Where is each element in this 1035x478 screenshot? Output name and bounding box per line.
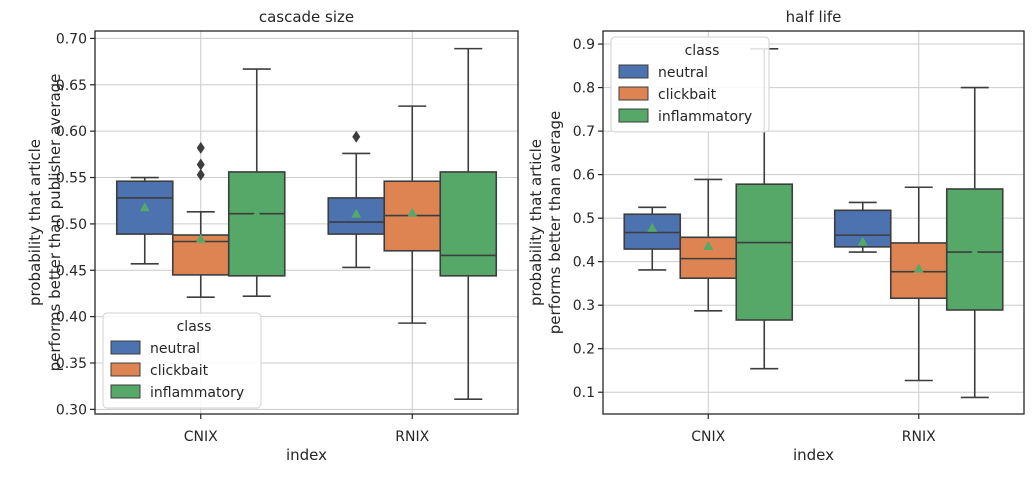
y-tick-label: 0.65 bbox=[56, 78, 87, 94]
legend-label: inflammatory bbox=[150, 385, 244, 401]
x-tick-label: CNIX bbox=[184, 429, 218, 445]
chart-title: cascade size bbox=[259, 8, 354, 26]
box-inflammatory-CNIX bbox=[227, 68, 286, 298]
x-axis-label: index bbox=[286, 446, 327, 464]
legend-frame bbox=[102, 312, 262, 409]
box-neutral-RNIX bbox=[327, 130, 386, 269]
legend-swatch bbox=[618, 108, 649, 123]
legend-swatch bbox=[618, 86, 649, 101]
box-body bbox=[439, 171, 498, 277]
legend: class neutral clickbait inflammatory bbox=[102, 312, 262, 409]
box-inflammatory-RNIX bbox=[439, 47, 498, 400]
mean-marker bbox=[647, 222, 658, 232]
plot-frame bbox=[602, 30, 1025, 415]
mean-marker bbox=[913, 263, 924, 273]
y-axis-label: probability that article bbox=[26, 139, 44, 306]
legend-label: neutral bbox=[658, 65, 708, 81]
y-tick-label: 0.35 bbox=[56, 356, 87, 372]
y-tick-label: 0.45 bbox=[56, 263, 87, 279]
legend-frame bbox=[610, 36, 770, 133]
box-body bbox=[735, 183, 794, 321]
y-tick-label: 0.8 bbox=[573, 81, 595, 97]
legend-label: neutral bbox=[150, 341, 200, 357]
legend-swatch bbox=[110, 384, 141, 399]
legend: class neutral clickbait inflammatory bbox=[610, 36, 770, 133]
y-tick-label: 0.3 bbox=[573, 298, 595, 314]
legend-label: inflammatory bbox=[658, 109, 752, 125]
box-inflammatory-RNIX bbox=[945, 86, 1004, 399]
y-tick-label: 0.1 bbox=[573, 385, 595, 401]
mean-marker bbox=[251, 208, 262, 218]
y-tick-label: 0.60 bbox=[56, 124, 87, 140]
mean-marker bbox=[759, 229, 770, 239]
legend-title: class bbox=[177, 319, 212, 335]
box-neutral-CNIX bbox=[115, 176, 174, 265]
mean-marker bbox=[195, 233, 206, 243]
y-axis-label: probability that article bbox=[527, 139, 545, 306]
x-axis-label: index bbox=[793, 446, 834, 464]
mean-marker bbox=[351, 208, 362, 218]
mean-marker bbox=[857, 236, 868, 246]
mean-marker bbox=[703, 241, 714, 251]
y-tick-label: 0.5 bbox=[573, 211, 595, 227]
y-tick-label: 0.50 bbox=[56, 217, 87, 233]
box-body bbox=[227, 171, 286, 277]
box-neutral-CNIX bbox=[623, 206, 682, 271]
legend-swatch bbox=[618, 64, 649, 79]
y-tick-label: 0.55 bbox=[56, 171, 87, 187]
legend-swatch bbox=[110, 340, 141, 355]
flier-point bbox=[352, 130, 361, 143]
box-neutral-RNIX bbox=[833, 201, 892, 253]
flier-point bbox=[196, 168, 205, 181]
legend-swatch bbox=[110, 362, 141, 377]
panel-1: 0.30 0.35 0.40 0.45 0.50 0.55 0.60 0.65 0.70 CNIX… bbox=[26, 8, 519, 464]
legend-label: clickbait bbox=[150, 363, 209, 379]
panel-2: 0.1 0.2 0.3 0.4 0.5 0.6 0.7 0.8 0.9 CNIX RNIX half … bbox=[527, 8, 1025, 464]
x-tick-label: RNIX bbox=[902, 429, 936, 445]
y-tick-label: 0.9 bbox=[573, 37, 595, 53]
x-tick-label: RNIX bbox=[395, 429, 429, 445]
y-tick-label: 0.4 bbox=[573, 255, 595, 271]
x-tick-label: CNIX bbox=[691, 429, 725, 445]
y-tick-label: 0.70 bbox=[56, 31, 87, 47]
box-clickbait-RNIX bbox=[889, 186, 948, 382]
y-tick-label: 0.6 bbox=[573, 168, 595, 184]
mean-marker bbox=[407, 207, 418, 217]
plot-frame bbox=[94, 30, 519, 415]
mean-marker bbox=[969, 247, 980, 257]
box-inflammatory-CNIX bbox=[735, 48, 794, 370]
mean-marker bbox=[463, 226, 474, 236]
y-axis-label: performs better than publisher average bbox=[46, 74, 64, 372]
legend-title: class bbox=[685, 43, 720, 59]
legend-label: clickbait bbox=[658, 87, 717, 103]
y-tick-label: 0.30 bbox=[56, 402, 87, 418]
y-tick-label: 0.2 bbox=[573, 342, 595, 358]
box-clickbait-CNIX bbox=[679, 178, 738, 312]
flier-point bbox=[196, 158, 205, 171]
mean-marker bbox=[139, 202, 150, 212]
box-clickbait-CNIX bbox=[171, 141, 230, 298]
flier-point bbox=[196, 141, 205, 154]
box-clickbait-RNIX bbox=[383, 105, 442, 324]
chart-title: half life bbox=[786, 8, 842, 26]
y-tick-label: 0.40 bbox=[56, 310, 87, 326]
box-body bbox=[623, 213, 682, 250]
y-tick-label: 0.7 bbox=[573, 124, 595, 140]
y-axis-label: performs better than average bbox=[546, 111, 564, 334]
